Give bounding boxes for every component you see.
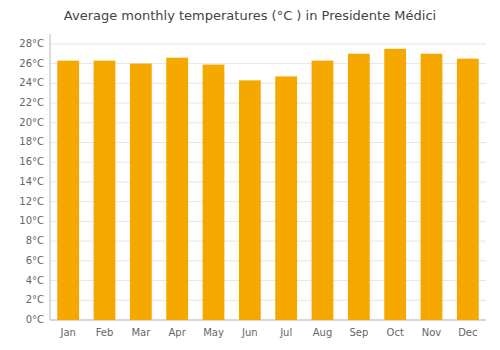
bar xyxy=(57,61,79,320)
bar xyxy=(130,64,152,320)
bar xyxy=(421,54,443,320)
y-tick-label: 0°C xyxy=(26,314,44,325)
y-tick-label: 20°C xyxy=(19,117,44,128)
x-tick-label: Nov xyxy=(422,327,442,338)
y-axis-line xyxy=(50,34,51,320)
bar xyxy=(384,49,406,320)
y-tick-label: 6°C xyxy=(26,255,44,266)
bar xyxy=(275,76,297,320)
x-tick-label: Jan xyxy=(59,327,75,338)
chart-svg: 0°C 2°C 4°C 6°C 8°C 10°C 12°C 14°C 16°C 18°C 20°C 2… xyxy=(0,0,500,350)
y-tick-label: 4°C xyxy=(26,275,44,286)
y-tick-label: 10°C xyxy=(19,215,44,226)
x-tick-label: Apr xyxy=(169,327,187,338)
bars xyxy=(57,49,478,320)
bar xyxy=(457,59,479,320)
y-tick-label: 24°C xyxy=(19,77,44,88)
chart-container: 0°C 2°C 4°C 6°C 8°C 10°C 12°C 14°C 16°C 18°C 20°C 2… xyxy=(0,0,500,350)
y-tick-label: 2°C xyxy=(26,294,44,305)
bar xyxy=(203,65,225,320)
y-tick-label: 16°C xyxy=(19,156,44,167)
x-ticks: Jan Feb Mar Apr May Jun Jul Aug Sep Oct Nov Dec xyxy=(59,327,477,338)
y-tick-label: 14°C xyxy=(19,176,44,187)
x-tick-label: Mar xyxy=(131,327,151,338)
x-tick-label: Jul xyxy=(279,327,292,338)
x-tick-label: Aug xyxy=(313,327,333,338)
chart-title: Average monthly temperatures (°C ) in Pr… xyxy=(64,8,436,23)
x-tick-label: Sep xyxy=(349,327,368,338)
y-grid xyxy=(50,44,486,320)
y-tick-label: 22°C xyxy=(19,97,44,108)
x-tick-label: Feb xyxy=(96,327,114,338)
bar xyxy=(239,80,261,320)
y-tick-label: 12°C xyxy=(19,196,44,207)
y-tick-label: 8°C xyxy=(26,235,44,246)
grid-line xyxy=(50,43,486,44)
bar xyxy=(166,58,188,320)
y-tick-label: 26°C xyxy=(19,58,44,69)
y-ticks: 0°C 2°C 4°C 6°C 8°C 10°C 12°C 14°C 16°C 18°C 20°C 2… xyxy=(19,38,44,325)
x-tick-label: May xyxy=(203,327,224,338)
x-tick-label: Dec xyxy=(458,327,477,338)
y-tick-label: 28°C xyxy=(19,38,44,49)
x-tick-label: Jun xyxy=(241,327,258,338)
y-tick-label: 18°C xyxy=(19,136,44,147)
x-tick-label: Oct xyxy=(387,327,404,338)
bar xyxy=(94,61,116,320)
bar xyxy=(312,61,334,320)
bar xyxy=(348,54,370,320)
